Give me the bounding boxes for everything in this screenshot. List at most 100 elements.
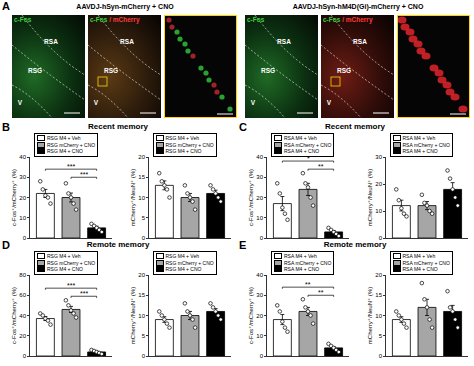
html-text:RSG M4 + CNO: RSG M4 + CNO (165, 148, 202, 155)
svg-text:c-Fos⁺/mCherry⁺ (%): c-Fos⁺/mCherry⁺ (%) (248, 169, 254, 226)
svg-text:5: 5 (378, 333, 382, 339)
svg-text:***: *** (80, 290, 88, 297)
html-text:RSA: RSA (277, 37, 291, 45)
svg-text:10: 10 (375, 313, 382, 319)
svg-text:20: 20 (19, 333, 26, 339)
svg-text:20: 20 (138, 272, 145, 278)
html-text:E: E (239, 239, 247, 251)
html-text:RSG M4 + Veh: RSG M4 + Veh (165, 135, 199, 142)
html-text:RSA M4 + CNO: RSA M4 + CNO (284, 148, 320, 155)
html-text:RSG: RSG (337, 66, 352, 74)
html-text:RSG mCherry + CNO: RSG mCherry + CNO (165, 141, 214, 148)
html-text:RSG: RSG (28, 66, 43, 74)
svg-text:mCherry⁺/NeuN⁺ (%): mCherry⁺/NeuN⁺ (%) (129, 169, 135, 226)
svg-text:20: 20 (256, 195, 263, 201)
svg-text:10: 10 (256, 215, 263, 221)
html-text:RSA M4 + Veh: RSA M4 + Veh (402, 135, 436, 142)
html-text:RSA: RSA (353, 37, 367, 45)
html-text:RSA M4 + Veh: RSA M4 + Veh (284, 253, 317, 260)
svg-text:5: 5 (141, 333, 145, 339)
svg-text:0: 0 (378, 353, 382, 359)
svg-text:mCherry⁺/NeuN⁺ (%): mCherry⁺/NeuN⁺ (%) (129, 287, 135, 344)
svg-text:0: 0 (23, 353, 27, 359)
html-text:RSA M4 + CNO: RSA M4 + CNO (402, 266, 438, 273)
svg-text:30: 30 (375, 154, 382, 160)
svg-text:mCherry⁺/NeuN⁺ (%): mCherry⁺/NeuN⁺ (%) (366, 169, 372, 226)
html-text:RSG mCherry + CNO: RSG mCherry + CNO (47, 141, 96, 148)
svg-text:20: 20 (256, 313, 263, 319)
svg-text:**: ** (318, 163, 324, 170)
html-text:RSG M4 + Veh: RSG M4 + Veh (165, 253, 199, 260)
html-text:RSA mCherry + CNO: RSA mCherry + CNO (284, 141, 332, 148)
html-text:AAVDJ-hSyn-mCherry + CNO: AAVDJ-hSyn-mCherry + CNO (76, 3, 174, 10)
html-text:c-Fos: c-Fos (247, 16, 265, 23)
html-text:Remote memory: Remote memory (323, 240, 387, 249)
html-text:RSA M4 + CNO: RSA M4 + CNO (402, 148, 438, 155)
html-text:RSA mCherry + CNO: RSA mCherry + CNO (284, 259, 332, 266)
svg-text:10: 10 (138, 313, 145, 319)
svg-text:10: 10 (19, 215, 26, 221)
svg-text:60: 60 (19, 292, 26, 298)
html-text:RSA: RSA (120, 37, 134, 45)
html-text:RSG M4 + Veh: RSG M4 + Veh (47, 253, 81, 260)
svg-text:20: 20 (375, 181, 382, 187)
html-text:B: B (2, 121, 10, 133)
svg-text:c-Fos⁺/mCherry⁺ (%): c-Fos⁺/mCherry⁺ (%) (11, 169, 17, 226)
svg-text:**: ** (305, 281, 311, 288)
html-text:Recent memory: Recent memory (325, 122, 385, 131)
svg-text:20: 20 (375, 272, 382, 278)
html-text:RSG M4 + CNO: RSG M4 + CNO (47, 266, 83, 273)
html-text:D: D (2, 239, 10, 251)
svg-text:40: 40 (19, 313, 26, 319)
svg-text:30: 30 (256, 174, 263, 180)
svg-text:15: 15 (138, 174, 145, 180)
html-text:RSA M4 + Veh: RSA M4 + Veh (284, 135, 317, 142)
html-text:Remote memory: Remote memory (86, 240, 150, 249)
svg-text:15: 15 (138, 292, 145, 298)
svg-text:c-Fos⁺/mCherry⁺ (%): c-Fos⁺/mCherry⁺ (%) (248, 287, 254, 344)
svg-text:20: 20 (19, 195, 26, 201)
html-text:RSG: RSG (104, 66, 119, 74)
svg-text:mCherry⁺/NeuN⁺ (%): mCherry⁺/NeuN⁺ (%) (366, 287, 372, 344)
svg-text:0: 0 (260, 353, 264, 359)
svg-text:5: 5 (141, 215, 145, 221)
svg-text:0: 0 (141, 353, 145, 359)
html-text:RSG M4 + CNO: RSG M4 + CNO (165, 266, 202, 273)
html-text:RSG mCherry + CNO: RSG mCherry + CNO (47, 259, 96, 266)
svg-text:15: 15 (375, 292, 382, 298)
html-text:C: C (239, 121, 247, 133)
svg-text:0: 0 (260, 235, 264, 241)
html-text:RSG M4 + CNO: RSG M4 + CNO (47, 148, 83, 155)
svg-text:40: 40 (256, 272, 263, 278)
html-text:RSG: RSG (261, 66, 276, 74)
html-text:RSG mCherry + CNO: RSG mCherry + CNO (165, 259, 214, 266)
html-text:RSA mCherry + CNO: RSA mCherry + CNO (402, 259, 450, 266)
svg-text:0: 0 (23, 235, 27, 241)
html-text:RSA mCherry + CNO: RSA mCherry + CNO (402, 141, 450, 148)
html-text:AAVDJ-hSyn-hM4D(Gi)-mCherry +: AAVDJ-hSyn-hM4D(Gi)-mCherry + CNO (292, 3, 424, 10)
svg-text:***: *** (67, 282, 75, 289)
html-text:c-Fos / mCherry: c-Fos / mCherry (90, 16, 140, 23)
svg-text:30: 30 (256, 292, 263, 298)
html-text:c-Fos: c-Fos (14, 16, 32, 23)
svg-text:30: 30 (19, 174, 26, 180)
svg-text:***: *** (67, 163, 75, 170)
html-text:V: V (17, 99, 23, 107)
svg-text:10: 10 (256, 333, 263, 339)
svg-text:10: 10 (375, 208, 382, 214)
svg-text:c-Fos⁺/mCherry⁺ (%): c-Fos⁺/mCherry⁺ (%) (11, 287, 17, 344)
html-text:RSG M4 + Veh: RSG M4 + Veh (47, 135, 81, 142)
html-text:c-Fos / mCherry: c-Fos / mCherry (323, 16, 373, 23)
svg-text:80: 80 (19, 272, 26, 278)
html-text:RSA M4 + CNO: RSA M4 + CNO (284, 266, 320, 273)
html-text:RSA: RSA (44, 37, 58, 45)
svg-text:20: 20 (138, 154, 145, 160)
html-text:A: A (2, 0, 10, 12)
svg-text:10: 10 (138, 195, 145, 201)
html-text:RSA M4 + Veh: RSA M4 + Veh (402, 253, 436, 260)
svg-text:40: 40 (19, 154, 26, 160)
svg-text:***: *** (80, 171, 88, 178)
svg-text:**: ** (318, 289, 324, 296)
html-text:Recent memory: Recent memory (88, 122, 148, 131)
svg-text:40: 40 (256, 154, 263, 160)
